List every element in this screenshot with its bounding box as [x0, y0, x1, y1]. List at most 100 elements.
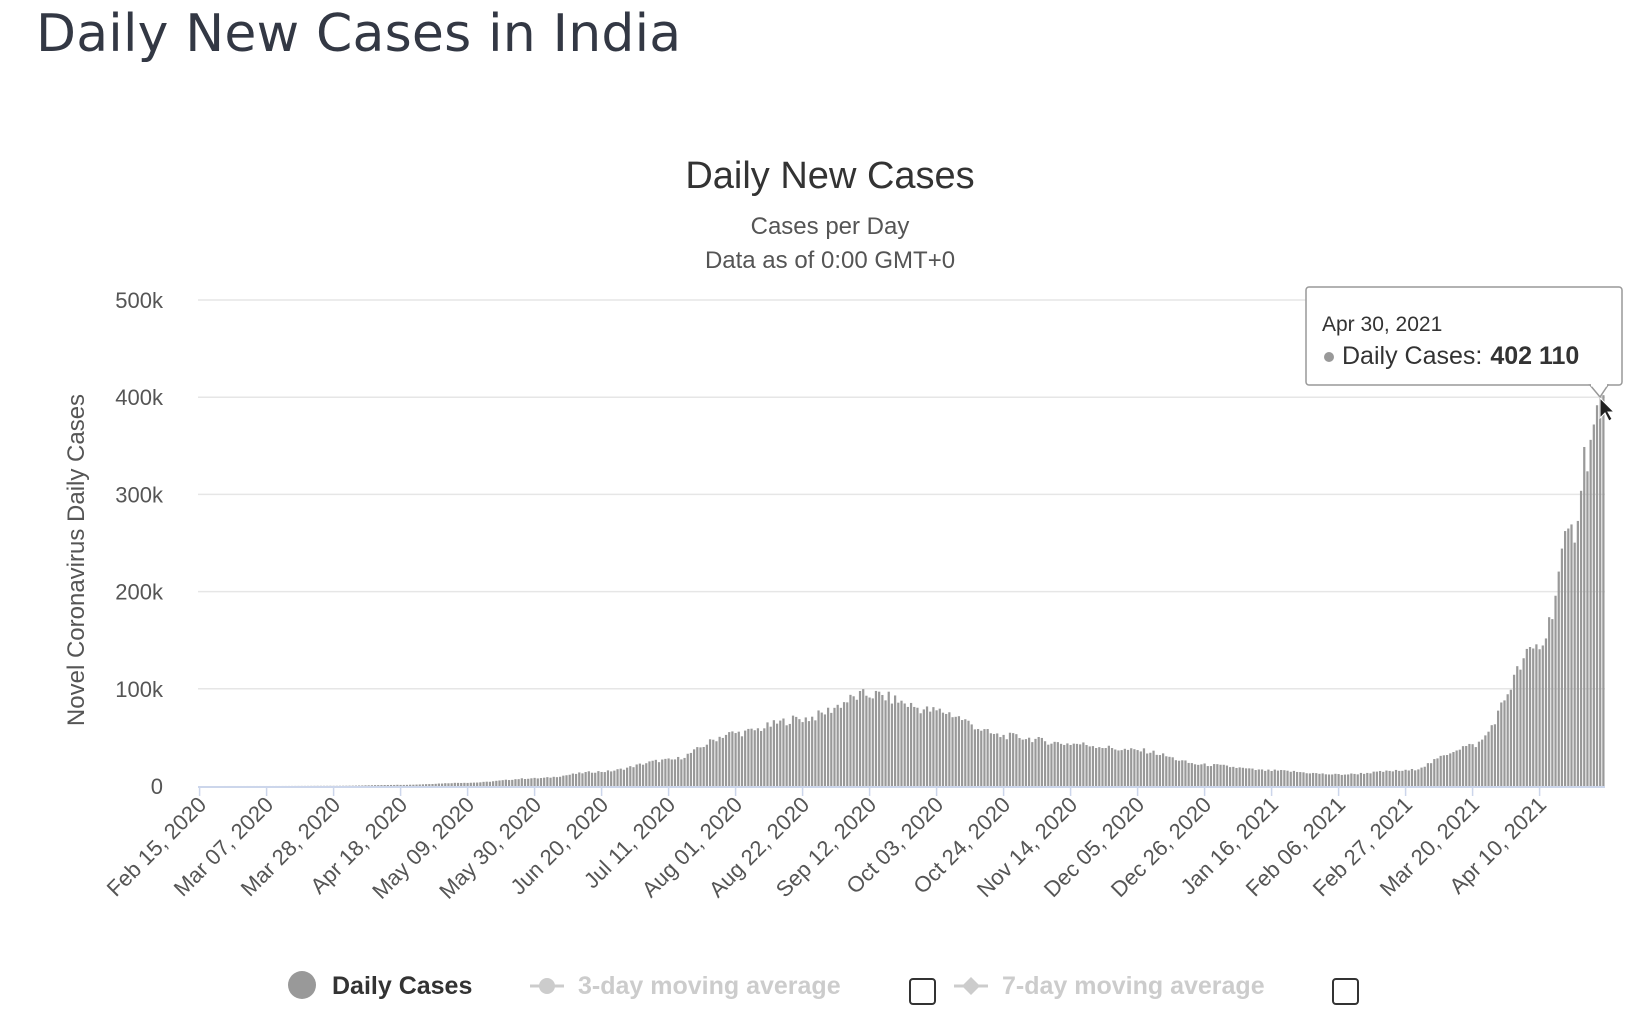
bar — [1366, 772, 1369, 786]
bar — [434, 783, 437, 786]
bar — [1538, 649, 1541, 786]
bar — [1445, 755, 1449, 786]
bar — [961, 720, 964, 786]
bar — [970, 724, 973, 786]
bar — [1579, 490, 1583, 786]
bar — [1047, 744, 1050, 786]
bar — [626, 767, 629, 786]
bar — [1331, 774, 1334, 786]
bar — [492, 781, 495, 786]
legend-7-day-checkbox[interactable] — [1332, 978, 1359, 1005]
bar — [1126, 749, 1130, 786]
bar — [1270, 770, 1273, 786]
bar — [1372, 771, 1375, 786]
bar — [501, 780, 504, 786]
bar — [348, 785, 351, 787]
bar — [1452, 752, 1455, 786]
bar — [635, 764, 638, 786]
bar — [1564, 531, 1567, 786]
bar — [1468, 743, 1471, 786]
bar — [530, 778, 533, 786]
legend-item-3-day-average[interactable]: 3-day moving average — [530, 972, 841, 1000]
bar — [345, 785, 348, 787]
bar — [1069, 744, 1072, 786]
bar — [1442, 755, 1445, 786]
bar — [1375, 771, 1378, 786]
bar — [1043, 741, 1047, 786]
legend-item-daily-cases[interactable]: Daily Cases — [288, 971, 472, 1000]
bar — [791, 715, 795, 786]
bar — [536, 778, 539, 786]
chart-title: Daily New Cases — [685, 155, 974, 197]
bar — [1079, 744, 1082, 786]
bar — [463, 782, 466, 786]
bar — [370, 785, 373, 786]
bar — [1088, 746, 1091, 786]
bar — [587, 771, 590, 786]
bar — [1417, 769, 1420, 786]
bar — [1248, 768, 1251, 786]
bar — [1321, 773, 1324, 786]
bar — [367, 785, 370, 786]
legend-item-7-day-average[interactable]: 7-day moving average — [954, 972, 1265, 1000]
bar — [1337, 774, 1340, 786]
bar — [830, 712, 833, 786]
bar — [1394, 769, 1398, 786]
bar — [1232, 766, 1235, 786]
bar — [1174, 760, 1177, 786]
bar — [425, 784, 428, 786]
bar — [1200, 764, 1203, 786]
bar — [507, 780, 511, 786]
bar — [428, 784, 431, 786]
bar — [1056, 742, 1059, 786]
bar — [699, 747, 702, 786]
bar — [648, 761, 651, 786]
bar — [916, 707, 919, 786]
bar — [807, 721, 811, 786]
bar — [1241, 767, 1244, 786]
legend-daily-cases-label: Daily Cases — [332, 972, 472, 1000]
bar — [1254, 770, 1257, 786]
bar — [1162, 753, 1165, 786]
bar — [1110, 748, 1114, 786]
bar — [689, 752, 693, 786]
bar — [533, 777, 536, 786]
bar — [945, 713, 948, 786]
bar — [565, 775, 568, 786]
bar — [1327, 774, 1331, 786]
bar — [731, 731, 734, 786]
bar — [705, 744, 708, 786]
bar — [1244, 768, 1248, 786]
bar — [1213, 764, 1216, 786]
bar — [779, 720, 782, 786]
bar — [929, 711, 932, 786]
bar — [1117, 750, 1120, 786]
bar — [852, 696, 855, 786]
bar — [1385, 770, 1388, 786]
bar — [1146, 753, 1149, 786]
bar — [1072, 743, 1075, 786]
bar — [466, 782, 469, 786]
bar — [948, 712, 951, 786]
tooltip-date: Apr 30, 2021 — [1322, 313, 1442, 336]
bar — [590, 772, 594, 786]
bar — [897, 702, 900, 786]
bar — [782, 718, 785, 786]
bar — [734, 733, 737, 786]
y-tick-label: 500k — [115, 288, 164, 313]
bar — [447, 783, 450, 786]
bar — [1369, 773, 1372, 786]
bar — [358, 785, 361, 787]
bar — [724, 734, 728, 786]
bar — [1481, 739, 1484, 786]
y-tick-label: 200k — [115, 580, 164, 605]
bar — [884, 700, 887, 786]
bar — [1264, 770, 1267, 786]
bar — [1487, 731, 1490, 786]
bar — [1203, 763, 1206, 786]
bar — [823, 714, 827, 786]
bar — [412, 784, 415, 786]
bar — [1305, 773, 1308, 786]
legend-3-day-checkbox[interactable] — [909, 978, 936, 1005]
bar — [1101, 748, 1104, 786]
